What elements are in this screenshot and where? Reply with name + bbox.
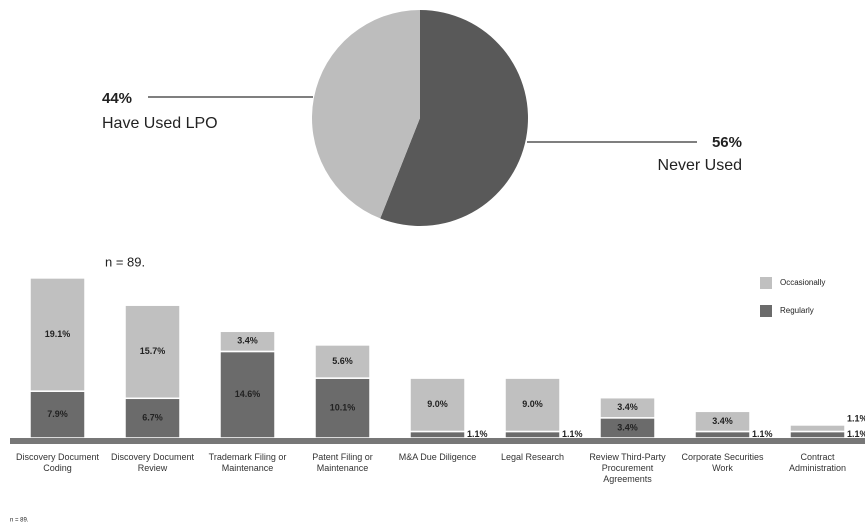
pie-value-label: 56% [712,134,742,151]
bar-segment [694,430,751,439]
bar-segment [504,430,561,439]
legend-swatch [760,305,772,317]
value-label: 1.1% [562,429,583,439]
value-label: 9.0% [427,399,448,409]
pie-label: Never Used [658,157,742,174]
legend-label: Regularly [780,306,814,315]
pie-slice [311,10,420,219]
bar-segment [789,430,846,439]
x-tick-label: Legal Research [500,452,565,462]
value-label: 9.0% [522,399,543,409]
footnote: n = 89. [10,518,29,524]
bar-segment [29,390,86,439]
x-tick-label: Discovery Document Review [110,452,195,473]
value-label: 1.1% [847,414,865,424]
x-tick-label: Contract Administration [788,452,847,473]
chart-subtitle: n = 89. [105,254,145,269]
value-label: 7.9% [47,409,68,419]
value-label: 3.4% [617,402,638,412]
x-tick-label: Patent Filing or Maintenance [312,452,373,473]
legend-label: Occasionally [780,278,825,287]
value-label: 1.1% [752,429,773,439]
value-label: 14.6% [235,389,261,399]
bar-segment [219,330,276,353]
x-tick-label: Trademark Filing or Maintenance [208,452,287,473]
x-tick-label: Discovery Document Coding [15,452,100,473]
bar-segment [409,430,466,439]
value-label: 1.1% [847,429,865,439]
bar-segment [124,304,181,400]
value-label: 3.4% [237,336,258,346]
bar-segment [599,396,656,419]
pie-label: Have Used LPO [102,115,218,132]
bar-segment [29,277,86,392]
value-label: 19.1% [45,329,71,339]
value-label: 10.1% [330,402,356,412]
value-label: 5.6% [332,356,353,366]
bar-segment [504,377,561,433]
value-label: 6.7% [142,413,163,423]
value-label: 3.4% [712,416,733,426]
value-label: 3.4% [617,422,638,432]
x-tick-label: Corporate Securities Work [681,452,764,473]
value-label: 15.7% [140,346,166,356]
x-tick-label: M&A Due Diligence [398,452,477,462]
pie-slice [380,10,528,226]
bar-segment [314,344,371,379]
bar-segment [694,410,751,433]
legend-swatch [760,277,772,289]
baseline [10,438,865,444]
value-label: 1.1% [467,429,488,439]
bar-segment [409,377,466,433]
pie-value-label: 44% [102,90,132,107]
bar-segment [789,424,846,433]
x-tick-label: Review Third-Party Procurement Agreement… [589,452,666,484]
